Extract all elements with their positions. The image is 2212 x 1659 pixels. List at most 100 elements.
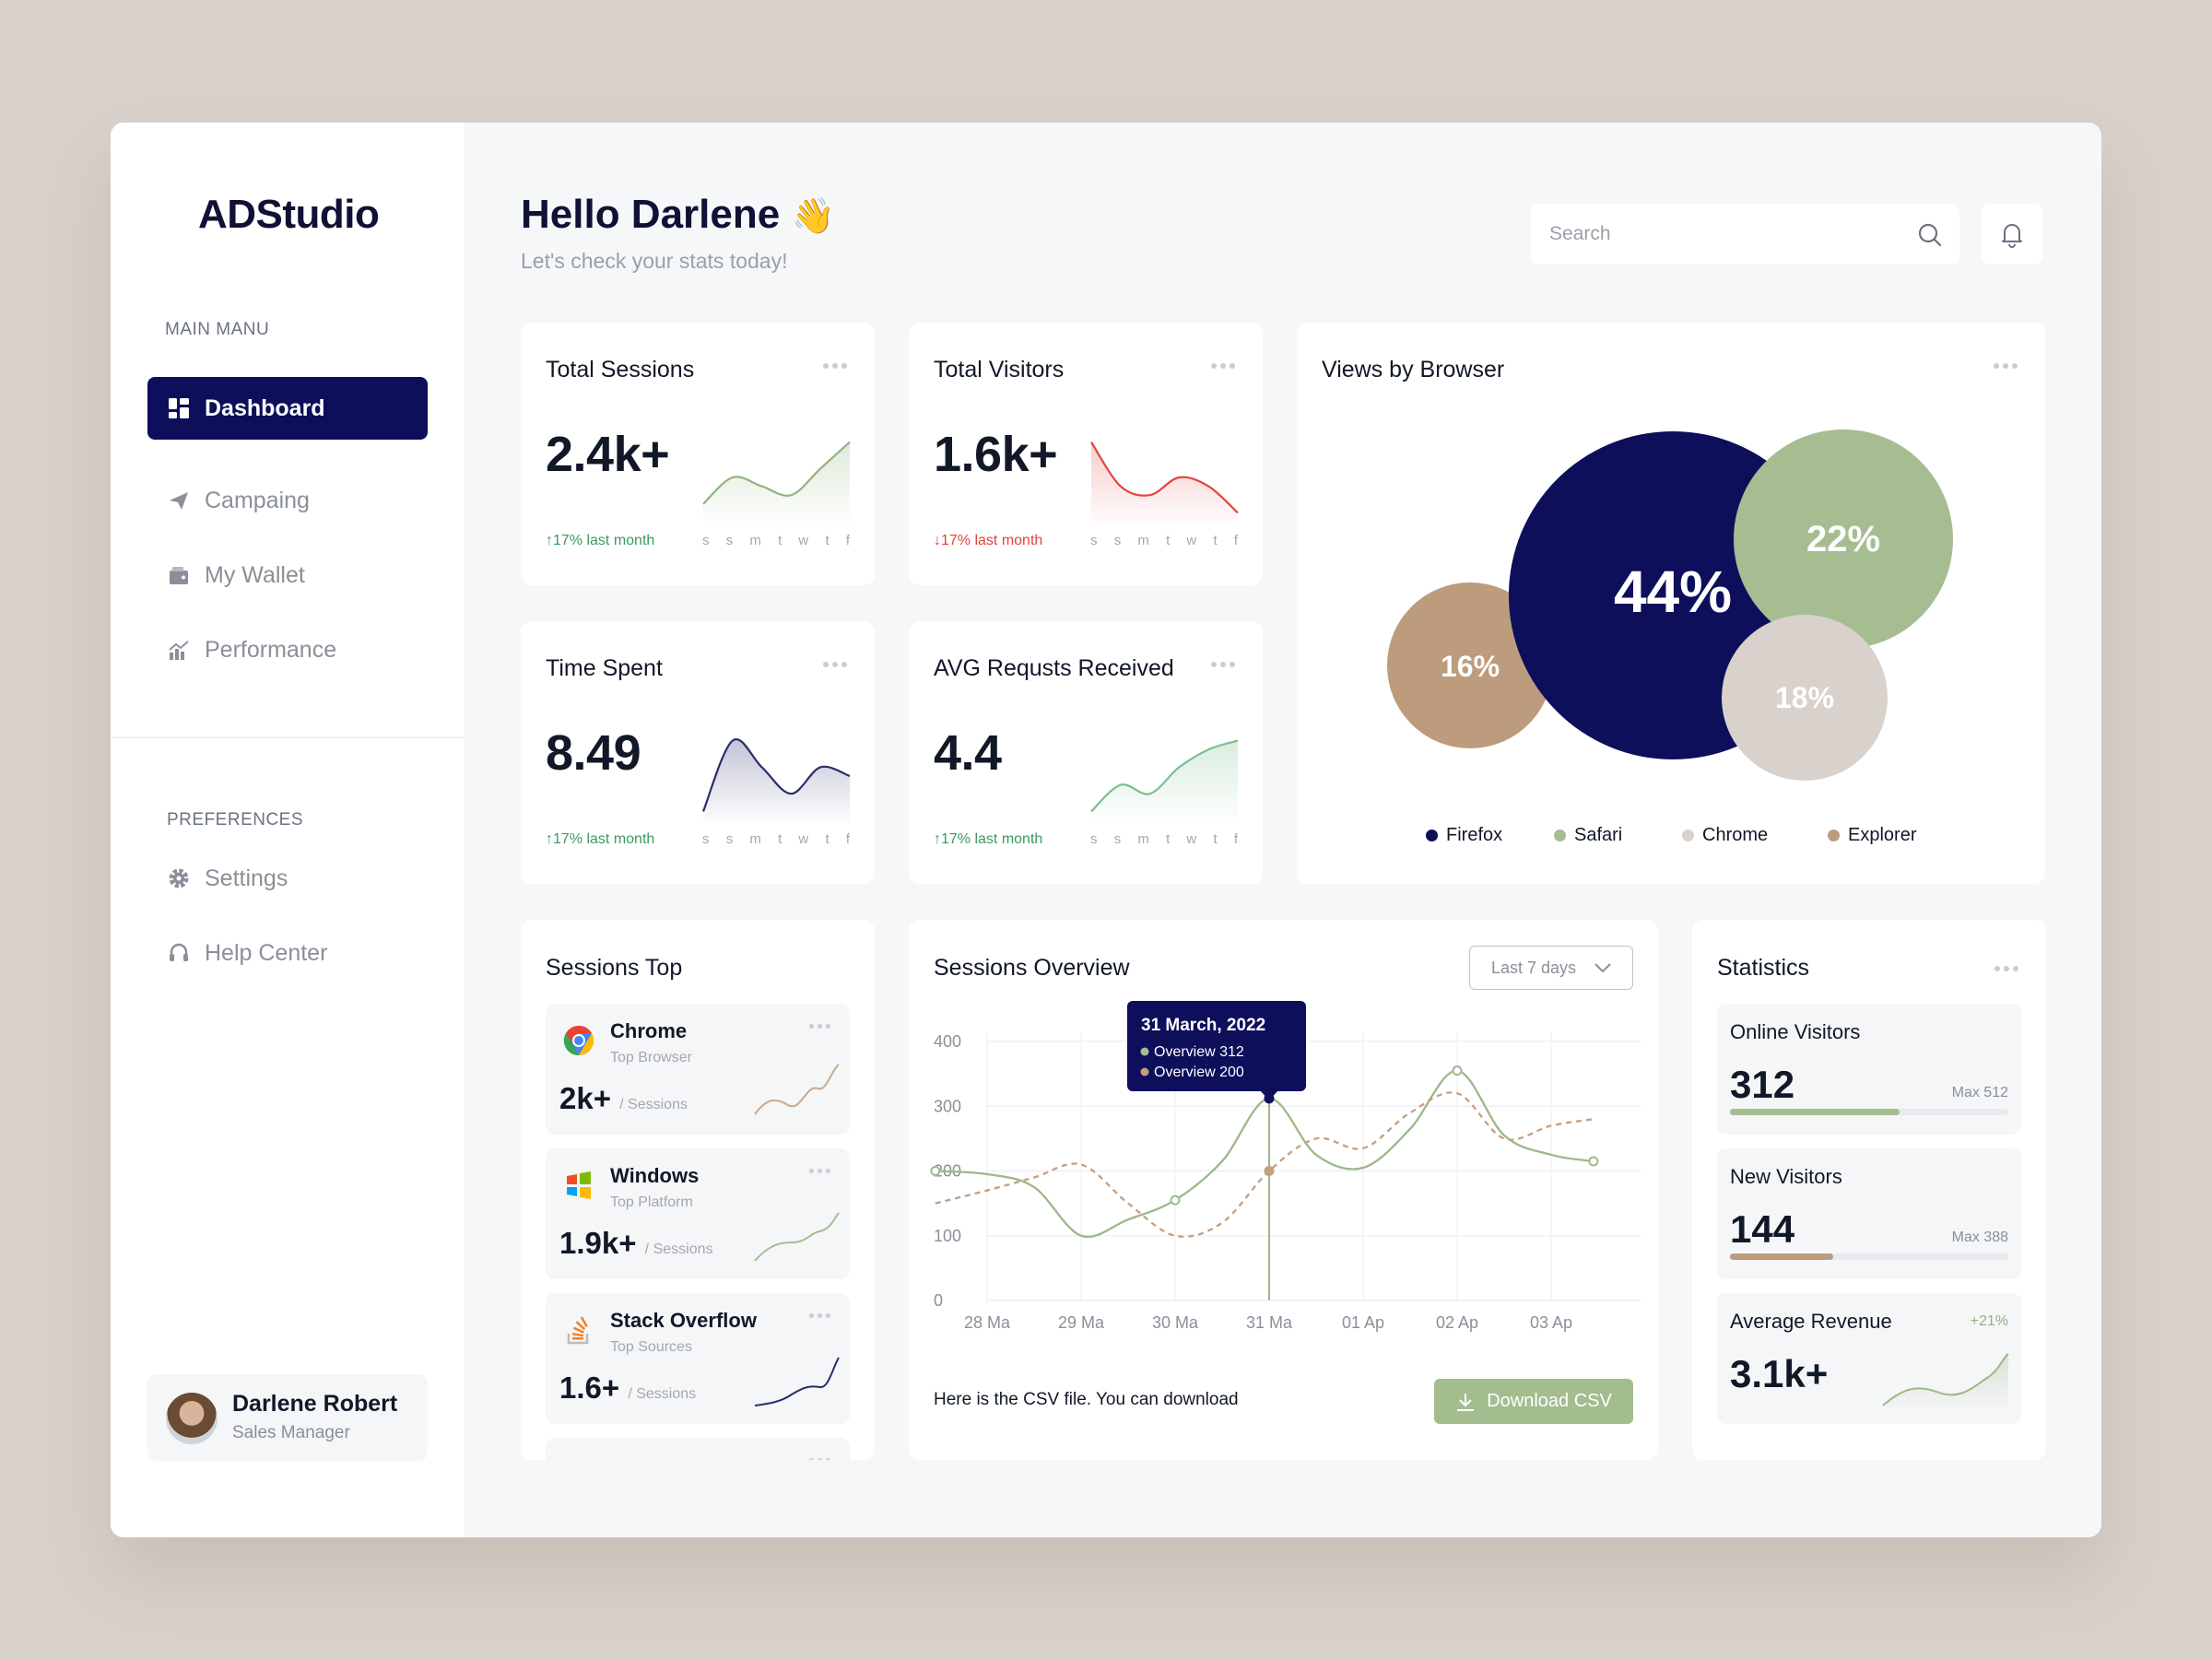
more-options-icon[interactable] — [1994, 363, 2021, 371]
csv-note: Here is the CSV file. You can download — [934, 1390, 1239, 1409]
stat-label: Online Visitors — [1730, 1020, 1861, 1043]
sidebar-item-settings[interactable]: Settings — [147, 847, 428, 910]
tooltip-date: 31 March, 2022 — [1141, 1016, 1265, 1035]
list-item-chrome[interactable]: Chrome Top Browser 2k+ / Sessions — [546, 1004, 850, 1135]
y-tick-label: 300 — [934, 1097, 961, 1115]
stat-value: 312 — [1730, 1063, 1795, 1106]
statistics-card: Statistics Online Visitors 312 Max 512 N… — [1692, 920, 2046, 1460]
profile-name: Darlene Robert — [232, 1391, 398, 1417]
kpi-trend: ↓17% last month — [934, 533, 1043, 548]
wallet-icon — [168, 564, 190, 586]
day-label: s — [1090, 533, 1098, 548]
more-options-icon[interactable] — [1211, 363, 1239, 371]
more-options-icon[interactable] — [809, 1458, 837, 1460]
kpi-value: 1.6k+ — [934, 427, 1058, 482]
day-label: f — [845, 533, 850, 548]
stat-progress — [1730, 1109, 2008, 1115]
day-label: w — [798, 533, 809, 548]
legend-explorer: Explorer — [1828, 825, 1916, 846]
stat-value: 144 — [1730, 1207, 1795, 1251]
chart-icon — [168, 639, 190, 661]
sidebar-item-performance[interactable]: Performance — [147, 618, 428, 681]
more-options-icon[interactable] — [823, 363, 851, 371]
day-label: s — [1113, 831, 1122, 847]
more-options-icon[interactable] — [1211, 662, 1239, 669]
more-options-icon[interactable] — [809, 1169, 837, 1176]
source-count: 2k+ — [559, 1081, 611, 1115]
wave-icon: 👋 — [791, 197, 835, 236]
day-label: t — [825, 831, 830, 847]
sparkline-area — [703, 441, 850, 527]
day-label: f — [1233, 533, 1238, 548]
data-point[interactable] — [1452, 1065, 1463, 1077]
kpi-sparkline — [702, 441, 851, 527]
legend-label: Firefox — [1446, 825, 1503, 845]
user-profile[interactable]: Darlene Robert Sales Manager — [147, 1374, 428, 1461]
more-options-icon[interactable] — [809, 1024, 837, 1031]
search-input[interactable] — [1549, 204, 1900, 265]
more-options-icon[interactable] — [1994, 966, 2022, 973]
source-sparkline — [754, 1212, 840, 1262]
sessions-top-card: Sessions Top Chrome Top Browser 2k+ / Se… — [521, 920, 875, 1460]
x-tick-label: 28 Ma — [964, 1313, 1011, 1332]
legend-safari: Safari — [1554, 825, 1622, 846]
day-label: s — [702, 533, 710, 548]
browser-bubble-chart: 44% 22% 18% 16% — [1387, 429, 1953, 781]
kpi-sparkline — [1090, 441, 1239, 527]
bubble-label-chrome: 18% — [1775, 681, 1834, 714]
download-csv-button[interactable]: Download CSV — [1434, 1379, 1633, 1424]
day-label: s — [1113, 533, 1122, 548]
sidebar-item-label: Performance — [205, 636, 337, 663]
kpi-sparkline — [1090, 739, 1239, 826]
more-options-icon[interactable] — [823, 662, 851, 669]
stackoverflow-icon — [562, 1313, 595, 1347]
day-label: t — [778, 533, 782, 548]
card-title: Sessions Overview — [934, 955, 1130, 981]
x-tick-label: 30 Ma — [1152, 1313, 1199, 1332]
data-point[interactable] — [1170, 1194, 1181, 1206]
data-point[interactable] — [930, 1166, 941, 1176]
source-value: 1.6+ / Sessions — [559, 1371, 696, 1406]
day-label: t — [778, 831, 782, 847]
list-item-stack-overflow[interactable]: Stack Overflow Top Sources 1.6+ / Sessio… — [546, 1293, 850, 1424]
day-label: w — [1186, 533, 1197, 548]
chart-tooltip: 31 March, 2022 Overview 312 Overview 200 — [1127, 1001, 1306, 1100]
data-point-active[interactable] — [1264, 1166, 1275, 1176]
sidebar: ADStudio MAIN MANU Dashboard Campaing My… — [111, 123, 465, 1537]
legend-dot — [1682, 830, 1694, 841]
list-item-partial[interactable] — [546, 1438, 850, 1460]
greeting-text: Hello Darlene — [521, 192, 781, 237]
source-value: 2k+ / Sessions — [559, 1081, 688, 1116]
bubble-label-firefox: 44% — [1614, 559, 1732, 625]
list-item-windows[interactable]: Windows Top Platform 1.9k+ / Sessions — [546, 1148, 850, 1279]
source-type: Top Browser — [610, 1050, 692, 1065]
date-range-value: Last 7 days — [1491, 958, 1577, 977]
bubble-label-safari: 22% — [1806, 519, 1880, 559]
sidebar-item-label: Dashboard — [205, 394, 325, 421]
x-tick-label: 01 Ap — [1342, 1313, 1384, 1332]
stat-label: Average Revenue — [1730, 1310, 1892, 1333]
legend-dot — [1828, 830, 1840, 841]
search-box — [1531, 204, 1959, 265]
sidebar-item-wallet[interactable]: My Wallet — [147, 544, 428, 606]
sidebar-item-dashboard[interactable]: Dashboard — [147, 377, 428, 440]
download-icon — [1455, 1392, 1476, 1412]
sidebar-item-help[interactable]: Help Center — [147, 922, 428, 984]
sidebar-item-label: Help Center — [205, 939, 328, 966]
search-icon[interactable] — [1917, 222, 1943, 248]
sidebar-item-campaing[interactable]: Campaing — [147, 469, 428, 532]
sparkline-area — [703, 739, 850, 826]
sparkline-line — [1090, 441, 1239, 514]
more-options-icon[interactable] — [809, 1313, 837, 1321]
day-label: w — [1186, 831, 1197, 847]
kpi-title: AVG Requsts Received — [934, 655, 1174, 681]
day-label: t — [825, 533, 830, 548]
sparkline-line — [702, 441, 851, 505]
notifications-button[interactable] — [1982, 204, 2042, 265]
date-range-select[interactable]: Last 7 days — [1469, 946, 1633, 990]
data-point[interactable] — [1588, 1156, 1599, 1167]
send-icon — [168, 489, 190, 512]
